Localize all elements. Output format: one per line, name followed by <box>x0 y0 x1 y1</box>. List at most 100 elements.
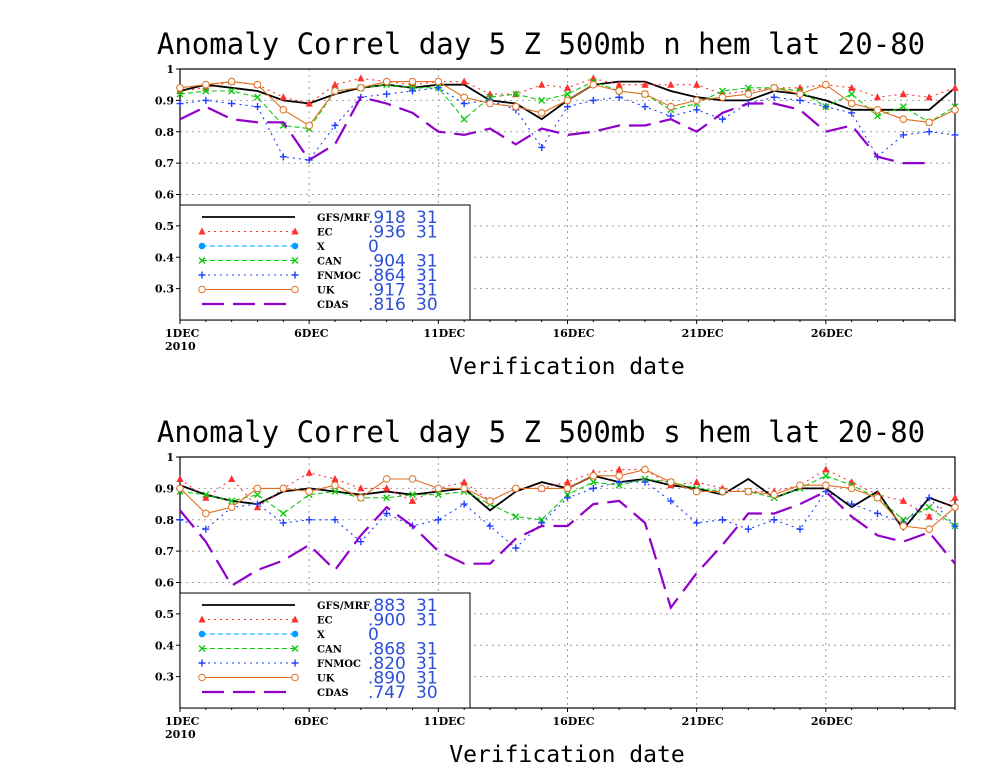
data-point <box>899 131 907 139</box>
data-point <box>796 90 804 98</box>
data-point <box>693 106 701 114</box>
plot-frame <box>179 456 956 709</box>
data-point <box>641 465 649 474</box>
legend-marker <box>198 271 206 279</box>
data-point <box>486 497 494 505</box>
legend-series-score: .904 <box>368 252 406 272</box>
data-point <box>227 503 236 512</box>
data-point <box>331 87 339 95</box>
data-point <box>202 491 210 499</box>
data-point <box>176 484 184 493</box>
data-point <box>460 500 468 508</box>
legend-marker <box>198 645 206 652</box>
data-point <box>718 93 727 102</box>
y-tick-label: 0.4 <box>155 639 174 652</box>
y-tick-label: 0.3 <box>155 671 174 684</box>
legend-marker <box>291 242 299 250</box>
legend-marker <box>198 242 206 250</box>
data-point <box>951 83 959 91</box>
data-point <box>744 90 753 98</box>
data-point <box>202 87 210 95</box>
data-point <box>254 500 261 508</box>
data-point <box>357 484 365 492</box>
legend-series-count: 31 <box>416 281 438 301</box>
data-point <box>822 472 830 480</box>
x-tick-label: 11DEC <box>423 715 465 728</box>
legend-series-score: .820 <box>368 654 406 674</box>
data-point <box>434 484 443 493</box>
data-point <box>874 112 881 120</box>
x-tick-label: 6DEC <box>294 715 329 728</box>
data-point <box>331 121 339 129</box>
data-point <box>538 96 546 104</box>
data-point <box>202 525 210 533</box>
data-point <box>357 74 365 82</box>
y-tick-label: 0.5 <box>155 608 174 621</box>
legend-series-name: GFS/MRF <box>317 601 370 612</box>
data-point <box>589 80 598 89</box>
data-point <box>899 103 907 111</box>
data-point <box>512 513 520 521</box>
data-point <box>331 474 339 482</box>
data-point <box>667 80 675 88</box>
data-point <box>822 481 830 490</box>
y-tick-label: 0.5 <box>155 220 174 233</box>
chart-title: Anomaly Correl day 5 Z 500mb n hem lat 2… <box>157 27 925 61</box>
y-tick-label: 0.6 <box>155 189 174 202</box>
series-line <box>179 490 956 610</box>
data-point <box>770 84 778 92</box>
x-axis-label: Verification date <box>449 354 684 380</box>
legend-series-name: GFS/MRF <box>317 213 370 224</box>
data-point <box>873 493 882 502</box>
data-point <box>744 487 753 496</box>
data-point <box>951 522 959 530</box>
data-point <box>848 83 856 91</box>
y-tick-label: 0.6 <box>155 577 174 590</box>
series-uk <box>176 77 959 130</box>
series-uk <box>176 465 959 533</box>
data-point <box>512 544 520 552</box>
legend-series-count: 31 <box>416 596 438 616</box>
series-cdas <box>179 95 930 165</box>
legend-series-count: 31 <box>416 669 438 689</box>
data-point <box>822 80 830 89</box>
data-point <box>228 497 236 505</box>
data-point <box>279 519 287 527</box>
data-point <box>667 478 675 486</box>
data-point <box>202 96 210 104</box>
data-point <box>641 90 649 98</box>
data-point <box>253 80 262 89</box>
data-point <box>847 484 856 493</box>
data-point <box>331 516 339 524</box>
data-point <box>693 478 701 486</box>
data-point <box>925 525 933 533</box>
legend-series-score: 0 <box>368 237 379 257</box>
data-point <box>408 475 417 483</box>
legend-marker <box>291 257 299 264</box>
data-point <box>228 87 236 95</box>
data-point <box>719 115 726 123</box>
x-tick-label: 16DEC <box>553 715 595 728</box>
data-point <box>873 93 882 101</box>
data-point <box>718 487 727 496</box>
data-point <box>847 99 856 108</box>
data-point <box>692 96 701 105</box>
data-point <box>925 128 933 136</box>
data-point <box>382 475 391 483</box>
legend-series-score: .936 <box>368 223 406 243</box>
data-point <box>589 74 597 82</box>
legend-series-score: .917 <box>368 281 406 301</box>
data-point <box>641 80 649 88</box>
legend-series-score: .816 <box>368 295 406 315</box>
legend-box <box>179 204 471 321</box>
data-point <box>563 484 572 493</box>
data-point <box>744 84 752 92</box>
data-point <box>537 484 546 493</box>
legend-series-score: .900 <box>368 611 406 631</box>
legend-marker <box>291 227 299 235</box>
legend-series-score: .747 <box>368 683 406 703</box>
data-point <box>176 90 184 98</box>
data-point <box>719 87 726 95</box>
data-point <box>848 109 856 117</box>
x-tick-label: 21DEC <box>682 327 724 340</box>
